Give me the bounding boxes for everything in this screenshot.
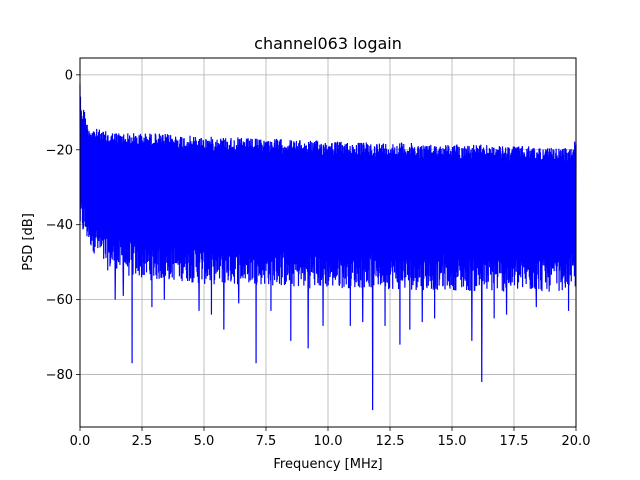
y-tick-label: −40 — [46, 218, 73, 233]
x-axis-label: Frequency [MHz] — [273, 457, 382, 472]
x-tick-label: 17.5 — [500, 434, 529, 449]
plot-series — [79, 84, 577, 411]
y-tick-label: −80 — [46, 368, 73, 383]
y-axis-label: PSD [dB] — [21, 213, 36, 271]
y-tick-label: −60 — [46, 293, 73, 308]
x-tick-label: 15.0 — [438, 434, 467, 449]
x-tick-label: 10.0 — [314, 434, 343, 449]
x-tick-label: 20.0 — [562, 434, 591, 449]
y-axis-ticks: 0 −20 −40 −60 −80 — [46, 68, 80, 383]
psd-line — [79, 84, 577, 411]
y-tick-label: 0 — [65, 68, 73, 83]
x-tick-label: 2.5 — [132, 434, 153, 449]
x-tick-label: 0.0 — [70, 434, 91, 449]
x-axis-ticks: 0.0 2.5 5.0 7.5 10.0 12.5 15.0 17.5 20.0 — [70, 427, 591, 449]
x-tick-label: 5.0 — [194, 434, 215, 449]
y-tick-label: −20 — [46, 143, 73, 158]
x-tick-label: 12.5 — [376, 434, 405, 449]
chart-title: channel063 logain — [254, 34, 402, 53]
x-tick-label: 7.5 — [256, 434, 277, 449]
